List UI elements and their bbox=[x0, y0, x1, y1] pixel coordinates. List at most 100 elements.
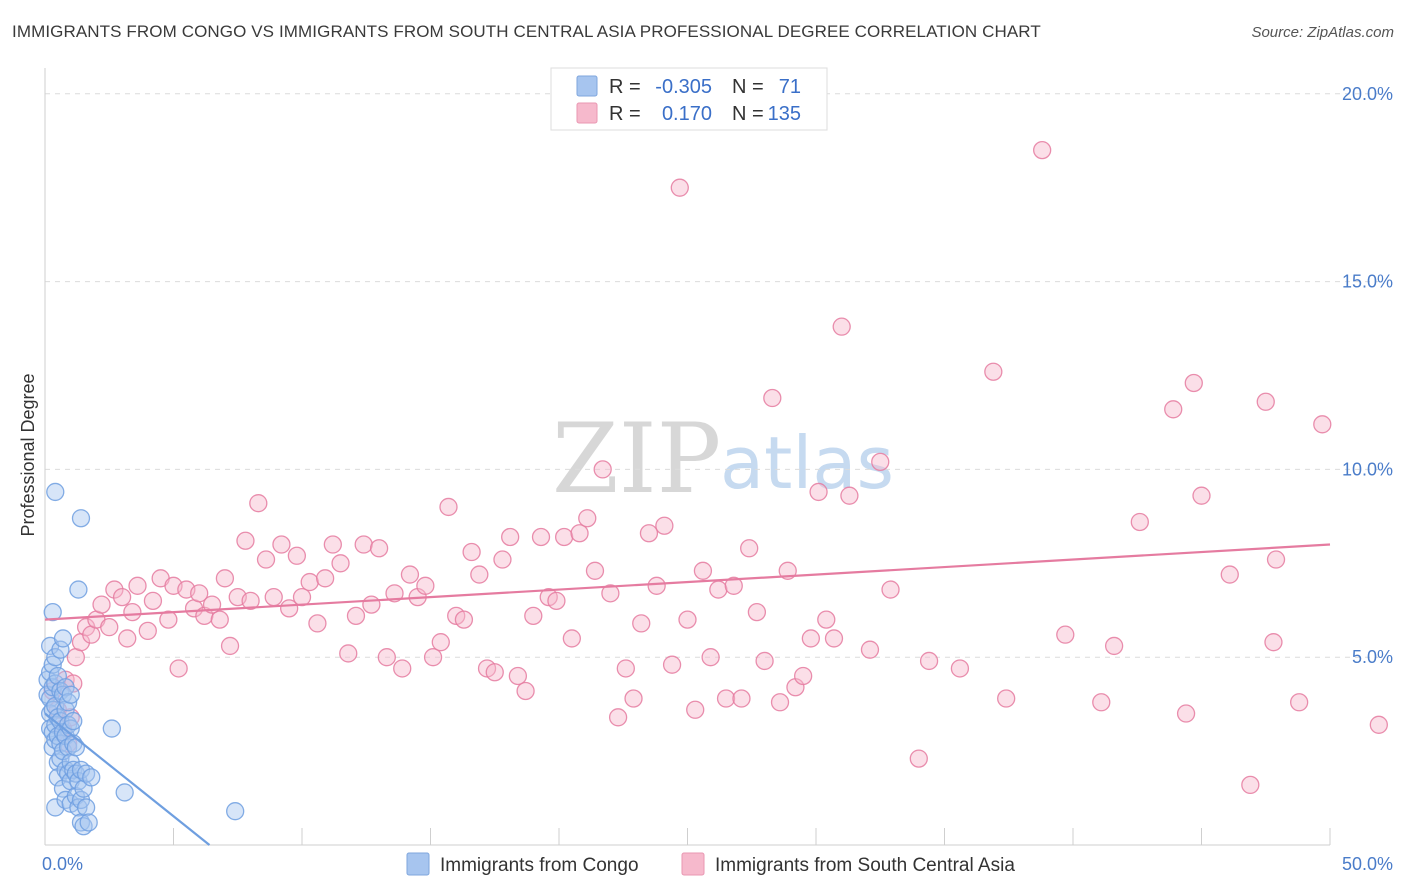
stats-box: R = -0.305 N = 71 R = 0.170 N = 135 bbox=[550, 67, 828, 131]
watermark-zip: ZIP bbox=[552, 403, 721, 515]
point-south-central-asia-18 bbox=[128, 576, 147, 595]
trend-line-congo bbox=[44, 712, 211, 846]
source-label: Source: ZipAtlas.com bbox=[1251, 24, 1394, 41]
point-south-central-asia-24 bbox=[169, 659, 188, 678]
stats-r-label-congo: R = bbox=[609, 76, 641, 98]
point-south-central-asia-65 bbox=[470, 565, 489, 584]
point-south-central-asia-61 bbox=[439, 497, 458, 517]
stats-swatch-congo bbox=[576, 75, 598, 97]
point-south-central-asia-17 bbox=[123, 602, 142, 622]
point-south-central-asia-98 bbox=[724, 576, 743, 595]
point-south-central-asia-58 bbox=[416, 576, 435, 595]
stats-n-label-sca: N = bbox=[732, 103, 764, 125]
point-south-central-asia-72 bbox=[524, 606, 543, 626]
point-south-central-asia-56 bbox=[400, 565, 420, 584]
stats-r-value-congo: -0.305 bbox=[655, 76, 712, 98]
point-south-central-asia-100 bbox=[740, 539, 759, 558]
axes bbox=[44, 68, 1331, 846]
point-south-central-asia-67 bbox=[485, 663, 504, 682]
point-south-central-asia-27 bbox=[190, 584, 209, 603]
stats-n-label-congo: N = bbox=[732, 76, 764, 98]
point-south-central-asia-87 bbox=[639, 524, 659, 543]
x-tick-label-left: 0.0% bbox=[42, 854, 83, 874]
point-south-central-asia-107 bbox=[794, 666, 813, 686]
point-south-central-asia-108 bbox=[801, 629, 821, 648]
point-south-central-asia-123 bbox=[1056, 625, 1075, 644]
point-south-central-asia-89 bbox=[655, 516, 674, 535]
point-south-central-asia-30 bbox=[210, 610, 229, 629]
point-congo-7 bbox=[43, 602, 62, 622]
point-south-central-asia-79 bbox=[578, 509, 597, 528]
legend-label-congo: Immigrants from Congo bbox=[440, 855, 639, 876]
point-south-central-asia-138 bbox=[1369, 715, 1388, 734]
point-congo-30 bbox=[53, 629, 73, 648]
point-south-central-asia-37 bbox=[256, 550, 276, 569]
point-south-central-asia-81 bbox=[593, 460, 612, 479]
point-south-central-asia-47 bbox=[331, 554, 350, 573]
point-south-central-asia-117 bbox=[909, 749, 928, 768]
point-congo-65 bbox=[76, 798, 96, 817]
point-south-central-asia-14 bbox=[105, 580, 124, 599]
point-south-central-asia-36 bbox=[249, 494, 268, 513]
legend: Immigrants from Congo Immigrants from So… bbox=[406, 852, 1015, 876]
point-south-central-asia-78 bbox=[570, 524, 589, 543]
stats-r-value-sca: 0.170 bbox=[662, 103, 712, 125]
point-south-central-asia-136 bbox=[1290, 693, 1309, 712]
point-south-central-asia-109 bbox=[809, 482, 828, 502]
point-congo-13 bbox=[46, 482, 65, 502]
point-south-central-asia-69 bbox=[501, 527, 520, 547]
point-south-central-asia-96 bbox=[709, 580, 728, 599]
legend-label-sca: Immigrants from South Central Asia bbox=[715, 855, 1015, 876]
point-south-central-asia-54 bbox=[385, 584, 404, 603]
stats-n-value-sca: 135 bbox=[768, 103, 801, 125]
point-south-central-asia-15 bbox=[112, 587, 132, 607]
point-south-central-asia-101 bbox=[747, 602, 767, 622]
legend-swatch-sca bbox=[681, 852, 705, 876]
tick-labels: 5.0% 10.0% 15.0% 20.0% 0.0% 50.0% bbox=[42, 84, 1393, 874]
point-south-central-asia-19 bbox=[138, 621, 157, 641]
point-south-central-asia-68 bbox=[493, 550, 512, 569]
point-south-central-asia-73 bbox=[531, 527, 551, 547]
point-south-central-asia-31 bbox=[215, 569, 235, 588]
point-congo-49 bbox=[64, 711, 83, 731]
y-tick-label-10: 10.0% bbox=[1342, 459, 1393, 479]
point-south-central-asia-128 bbox=[1176, 704, 1196, 723]
y-axis-title: Professional Degree bbox=[18, 373, 38, 536]
point-south-central-asia-125 bbox=[1104, 636, 1124, 656]
point-south-central-asia-111 bbox=[824, 629, 844, 648]
point-south-central-asia-35 bbox=[241, 591, 260, 611]
point-south-central-asia-135 bbox=[1266, 550, 1286, 569]
point-south-central-asia-45 bbox=[315, 569, 335, 588]
point-south-central-asia-124 bbox=[1092, 693, 1111, 712]
point-congo-58 bbox=[71, 509, 91, 528]
point-south-central-asia-39 bbox=[272, 535, 291, 554]
point-south-central-asia-130 bbox=[1192, 486, 1211, 505]
point-south-central-asia-63 bbox=[454, 610, 474, 629]
point-south-central-asia-133 bbox=[1256, 392, 1275, 411]
point-south-central-asia-121 bbox=[997, 689, 1016, 708]
point-congo-66 bbox=[79, 813, 98, 832]
point-south-central-asia-64 bbox=[462, 542, 481, 562]
point-south-central-asia-94 bbox=[693, 561, 713, 580]
series-congo bbox=[38, 482, 245, 836]
point-south-central-asia-118 bbox=[919, 651, 939, 671]
point-congo-55 bbox=[69, 580, 88, 599]
point-south-central-asia-34 bbox=[236, 531, 255, 550]
point-congo-52 bbox=[66, 738, 85, 757]
point-south-central-asia-59 bbox=[423, 648, 443, 667]
point-south-central-asia-126 bbox=[1130, 512, 1149, 532]
point-south-central-asia-84 bbox=[616, 659, 635, 678]
point-congo-69 bbox=[115, 783, 134, 802]
point-south-central-asia-95 bbox=[701, 648, 720, 667]
point-south-central-asia-51 bbox=[362, 595, 381, 614]
y-tick-label-5: 5.0% bbox=[1352, 647, 1393, 667]
point-south-central-asia-38 bbox=[264, 587, 283, 607]
point-south-central-asia-92 bbox=[678, 610, 697, 629]
point-congo-25 bbox=[51, 640, 70, 659]
point-congo-67 bbox=[82, 768, 101, 787]
trend-lines bbox=[44, 543, 1331, 846]
stats-r-label-sca: R = bbox=[609, 103, 641, 125]
point-south-central-asia-13 bbox=[100, 617, 119, 637]
point-south-central-asia-48 bbox=[339, 644, 358, 663]
